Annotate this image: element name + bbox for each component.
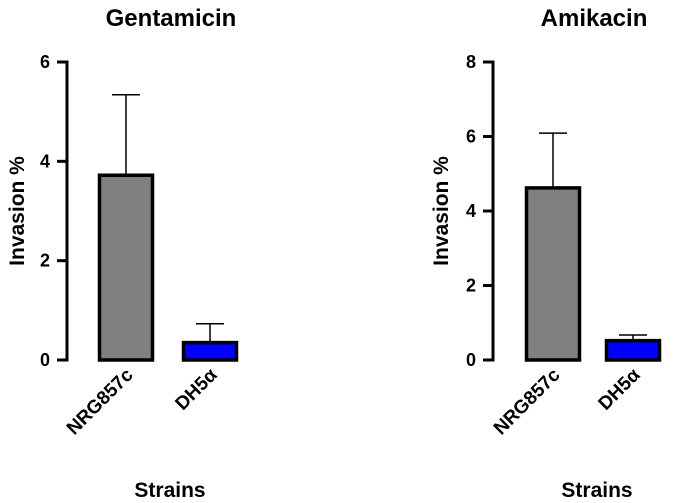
y-tick-label: 0	[466, 350, 476, 370]
x-tick-label: DH5α	[595, 364, 645, 414]
x-tick-label: DH5α	[172, 364, 222, 414]
y-tick-label: 4	[40, 151, 50, 171]
bar	[524, 186, 582, 362]
y-axis-label: Invasion %	[430, 156, 453, 266]
chart-title: Amikacin	[541, 5, 648, 32]
bar	[604, 338, 662, 362]
bar	[181, 340, 239, 362]
y-tick-label: 6	[40, 52, 50, 72]
y-tick-label: 8	[466, 52, 476, 72]
chart-panel-1: Gentamicin Invasion % Strains 0 2 4 6 NRG857c DH…	[6, 5, 239, 502]
y-tick-label: 6	[466, 127, 476, 147]
y-tick-label: 2	[466, 276, 476, 296]
x-tick-label: NRG857c	[490, 364, 565, 439]
x-tick-label: NRG857c	[63, 364, 138, 439]
y-axis-label: Invasion %	[6, 156, 29, 266]
x-axis-label: Strains	[561, 479, 632, 502]
bar	[97, 173, 155, 362]
y-tick-label: 0	[40, 350, 50, 370]
chart-title: Gentamicin	[106, 5, 237, 32]
x-axis-label: Strains	[134, 479, 205, 502]
y-tick-label: 4	[466, 201, 476, 221]
y-tick-label: 2	[40, 251, 50, 271]
chart-panel-2: Amikacin Invasion % Strains 0 2 4 6 8 NRG857c DH5…	[430, 5, 662, 502]
